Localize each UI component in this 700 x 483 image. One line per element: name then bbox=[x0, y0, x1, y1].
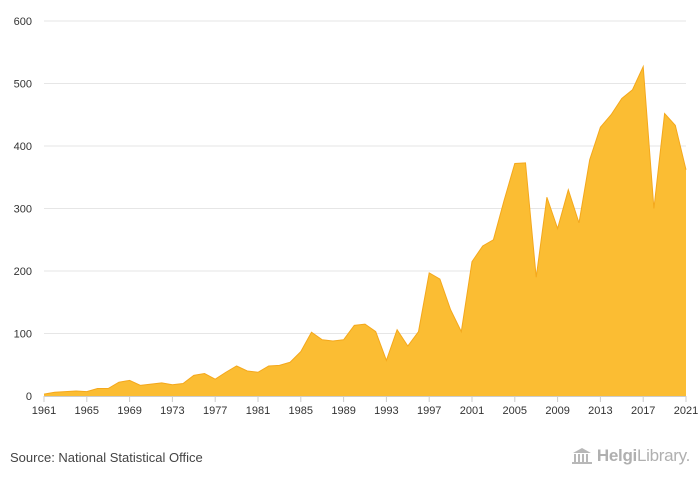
data-point[interactable] bbox=[52, 389, 58, 395]
data-point[interactable] bbox=[137, 382, 143, 388]
x-tick-label: 2009 bbox=[545, 405, 569, 417]
x-tick-label: 1985 bbox=[289, 405, 313, 417]
y-tick-labels: 0 100 200 300 400 500 600 bbox=[14, 16, 32, 403]
data-point[interactable] bbox=[116, 379, 122, 385]
data-point[interactable] bbox=[416, 329, 422, 335]
data-point[interactable] bbox=[95, 386, 101, 392]
data-point[interactable] bbox=[266, 363, 272, 369]
data-point[interactable] bbox=[405, 343, 411, 349]
data-point[interactable] bbox=[383, 357, 389, 363]
x-tick-label: 1977 bbox=[203, 405, 227, 417]
data-point[interactable] bbox=[544, 194, 550, 200]
library-building-icon bbox=[571, 448, 592, 464]
data-point[interactable] bbox=[662, 111, 668, 117]
data-point[interactable] bbox=[298, 349, 304, 355]
x-tick-label: 1965 bbox=[75, 405, 99, 417]
data-point[interactable] bbox=[640, 64, 646, 70]
x-tick-label: 1993 bbox=[374, 405, 398, 417]
data-point[interactable] bbox=[512, 161, 518, 167]
data-point[interactable] bbox=[448, 307, 454, 313]
data-point[interactable] bbox=[533, 274, 539, 280]
x-tick-label: 2005 bbox=[503, 405, 527, 417]
data-point[interactable] bbox=[159, 380, 165, 386]
data-point[interactable] bbox=[469, 259, 475, 265]
data-point[interactable] bbox=[490, 237, 496, 243]
data-point[interactable] bbox=[169, 382, 175, 388]
data-point[interactable] bbox=[276, 362, 282, 368]
x-tick-label: 1969 bbox=[117, 405, 141, 417]
data-point[interactable] bbox=[587, 157, 593, 163]
data-point[interactable] bbox=[608, 112, 614, 118]
data-point[interactable] bbox=[426, 270, 432, 276]
data-point[interactable] bbox=[565, 187, 571, 193]
data-point[interactable] bbox=[597, 124, 603, 130]
y-tick-label: 0 bbox=[26, 391, 32, 403]
data-point[interactable] bbox=[362, 321, 368, 327]
helgi-library-logo[interactable]: Helgi Library. bbox=[571, 446, 690, 466]
data-point[interactable] bbox=[73, 388, 79, 394]
series-area bbox=[43, 64, 689, 396]
x-tick-label: 1961 bbox=[32, 405, 56, 417]
area-fill bbox=[44, 66, 686, 396]
area-chart: 0 100 200 300 400 500 600 1961 1965 1969 1973 1977… bbox=[14, 16, 699, 417]
x-tick-label: 2017 bbox=[631, 405, 655, 417]
data-point[interactable] bbox=[180, 381, 186, 387]
series-line bbox=[43, 64, 687, 395]
y-tick-label: 500 bbox=[14, 79, 32, 91]
data-point[interactable] bbox=[651, 206, 657, 212]
x-tick-label: 1997 bbox=[417, 405, 441, 417]
data-point[interactable] bbox=[330, 338, 336, 344]
y-tick-label: 200 bbox=[14, 266, 32, 278]
data-point[interactable] bbox=[84, 389, 90, 395]
data-point[interactable] bbox=[255, 369, 261, 375]
y-tick-label: 600 bbox=[14, 16, 32, 28]
data-point[interactable] bbox=[212, 376, 218, 382]
data-point[interactable] bbox=[351, 322, 357, 328]
data-point[interactable] bbox=[191, 372, 197, 378]
data-point[interactable] bbox=[458, 329, 464, 335]
data-point[interactable] bbox=[244, 368, 250, 374]
logo-text-library: Library. bbox=[636, 446, 690, 465]
x-tick-label: 2001 bbox=[460, 405, 484, 417]
data-point[interactable] bbox=[62, 389, 68, 395]
x-tick-label: 1973 bbox=[160, 405, 184, 417]
data-point[interactable] bbox=[105, 386, 111, 392]
data-point[interactable] bbox=[555, 226, 561, 232]
data-point[interactable] bbox=[341, 337, 347, 343]
x-tick-labels: 1961 1965 1969 1973 1977 1981 1985 1989 1993 1997… bbox=[32, 405, 698, 417]
data-point[interactable] bbox=[148, 381, 154, 387]
y-tick-label: 400 bbox=[14, 141, 32, 153]
data-point[interactable] bbox=[287, 359, 293, 365]
data-point[interactable] bbox=[683, 167, 689, 173]
axes bbox=[43, 396, 687, 402]
data-point[interactable] bbox=[619, 96, 625, 102]
data-point[interactable] bbox=[672, 122, 678, 128]
data-point[interactable] bbox=[576, 220, 582, 226]
data-point[interactable] bbox=[319, 337, 325, 343]
data-point[interactable] bbox=[223, 369, 229, 375]
x-tick-label: 2021 bbox=[674, 405, 698, 417]
data-point[interactable] bbox=[309, 329, 315, 335]
source-note: Source: National Statistical Office bbox=[10, 450, 203, 465]
data-point[interactable] bbox=[373, 329, 379, 335]
x-tick-label: 2013 bbox=[588, 405, 612, 417]
x-tick-label: 1989 bbox=[331, 405, 355, 417]
data-point[interactable] bbox=[394, 327, 400, 333]
y-tick-label: 300 bbox=[14, 204, 32, 216]
x-tick-label: 1981 bbox=[246, 405, 270, 417]
data-point[interactable] bbox=[480, 243, 486, 249]
data-point[interactable] bbox=[501, 197, 507, 203]
data-point[interactable] bbox=[630, 87, 636, 93]
data-point[interactable] bbox=[234, 363, 240, 369]
data-point[interactable] bbox=[437, 276, 443, 282]
y-tick-label: 100 bbox=[14, 329, 32, 341]
data-point[interactable] bbox=[523, 160, 529, 166]
data-point[interactable] bbox=[202, 371, 208, 377]
data-point[interactable] bbox=[127, 377, 133, 383]
logo-text-helgi: Helgi bbox=[596, 446, 637, 465]
